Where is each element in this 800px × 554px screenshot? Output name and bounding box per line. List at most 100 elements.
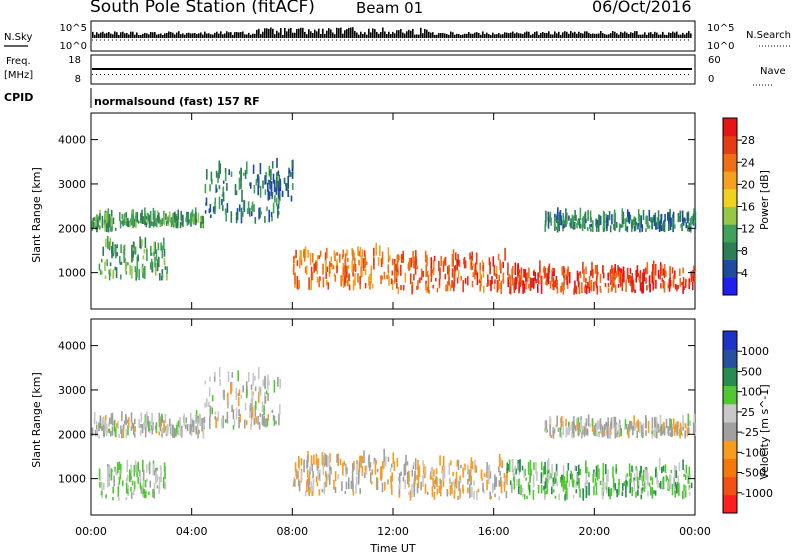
search-noise-dot — [176, 39, 177, 41]
data-cell — [359, 246, 362, 257]
data-cell — [346, 467, 348, 474]
data-cell — [326, 266, 328, 272]
noise-sample — [572, 32, 574, 38]
data-cell — [445, 284, 447, 292]
search-noise-dot — [356, 39, 357, 41]
data-cell — [164, 413, 167, 424]
data-cell — [238, 417, 240, 429]
noise-sample — [188, 32, 190, 39]
data-cell — [267, 374, 269, 386]
noise-sample — [668, 32, 670, 38]
data-cell — [595, 465, 598, 477]
nave-dot — [312, 74, 313, 75]
frequency-sample — [402, 68, 404, 70]
search-noise-dot — [316, 39, 317, 41]
data-cell — [303, 249, 305, 259]
data-cell — [576, 222, 578, 229]
data-cell — [304, 266, 307, 274]
data-cell — [216, 188, 218, 192]
data-cell — [554, 223, 556, 232]
data-cell — [451, 481, 453, 494]
data-cell — [109, 262, 112, 267]
data-cell — [482, 270, 485, 278]
noise-sample — [466, 33, 468, 39]
data-cell — [633, 473, 636, 477]
frequency-sample — [234, 68, 236, 70]
data-cell — [110, 413, 113, 424]
data-cell — [141, 209, 143, 220]
search-noise-dot — [292, 39, 293, 41]
data-cell — [391, 280, 394, 290]
frequency-sample — [648, 68, 650, 70]
data-cell — [585, 485, 588, 496]
data-cell — [645, 430, 647, 436]
data-cell — [134, 418, 136, 425]
frequency-sample — [186, 68, 188, 70]
frequency-sample — [422, 68, 424, 70]
data-cell — [177, 209, 179, 220]
data-cell — [279, 178, 282, 188]
frequency-sample — [492, 68, 494, 70]
data-cell — [631, 488, 633, 496]
data-cell — [258, 207, 260, 220]
data-cell — [566, 427, 569, 436]
data-cell — [693, 208, 695, 221]
data-cell — [267, 392, 269, 401]
data-cell — [107, 474, 109, 488]
nave-dot — [100, 74, 101, 75]
data-cell — [597, 271, 599, 275]
data-cell — [400, 264, 402, 276]
data-cell — [254, 386, 257, 392]
data-cell — [198, 429, 200, 434]
data-cell — [668, 279, 671, 284]
data-cell — [412, 465, 415, 469]
nave-dot — [596, 74, 597, 75]
nave-dot — [228, 74, 229, 75]
noise-sample — [592, 33, 594, 38]
noise-sample — [492, 32, 494, 39]
data-cell — [684, 474, 687, 480]
colorbar-segment — [723, 494, 737, 514]
noise-sample — [384, 31, 386, 38]
data-cell — [176, 219, 179, 229]
data-cell — [616, 222, 618, 228]
search-noise-dot — [540, 39, 541, 41]
data-cell — [154, 247, 157, 254]
frequency-sample — [164, 68, 166, 70]
data-cell — [674, 284, 677, 290]
data-cell — [134, 426, 136, 432]
data-cell — [259, 163, 262, 175]
data-cell — [311, 463, 313, 472]
data-cell — [453, 273, 456, 282]
data-cell — [681, 222, 683, 231]
noise-sample — [150, 32, 152, 39]
data-cell — [209, 405, 212, 417]
nave-dot — [144, 74, 145, 75]
data-cell — [496, 279, 499, 293]
data-cell — [368, 455, 370, 468]
data-cell — [433, 262, 435, 268]
data-cell — [416, 483, 419, 494]
noise-sample — [530, 34, 532, 38]
noise-sample — [456, 33, 458, 39]
noise-sample — [110, 33, 112, 39]
data-cell — [551, 481, 554, 488]
cpid-text: normalsound (fast) 157 RF — [94, 95, 260, 108]
noise-sample — [690, 33, 692, 38]
data-cell — [322, 465, 325, 476]
data-cell — [549, 281, 552, 289]
date-label: 06/Oct/2016 — [592, 0, 692, 16]
nave-dot — [96, 74, 97, 75]
noise-sample — [318, 28, 320, 39]
data-cell — [671, 425, 674, 437]
data-cell — [649, 284, 651, 293]
data-cell — [688, 466, 691, 479]
nave-dot — [472, 74, 473, 75]
data-cell — [348, 284, 351, 291]
data-cell — [218, 170, 220, 179]
frequency-sample — [398, 68, 400, 70]
data-cell — [352, 463, 354, 469]
data-cell — [457, 459, 460, 470]
data-cell — [361, 249, 364, 258]
